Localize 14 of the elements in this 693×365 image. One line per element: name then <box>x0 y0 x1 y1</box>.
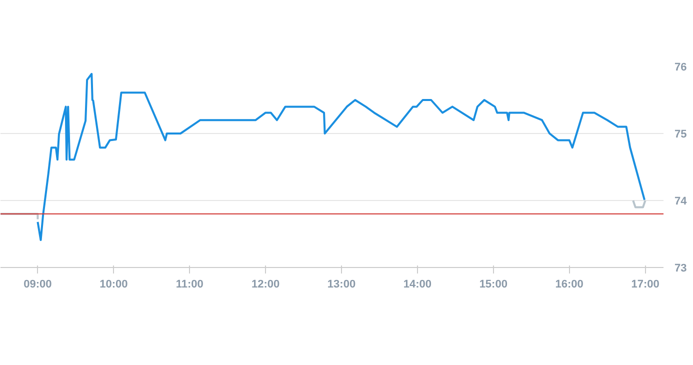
line-series <box>36 72 646 242</box>
y-tick-label: 73 <box>674 262 687 274</box>
x-tick-label: 11:00 <box>176 278 204 290</box>
x-tick-label: 17:00 <box>631 278 660 290</box>
x-tick-label: 10:00 <box>100 278 128 290</box>
x-tick-label: 14:00 <box>403 278 432 290</box>
x-tick-label: 16:00 <box>555 278 584 290</box>
x-tick-label: 15:00 <box>479 278 508 290</box>
x-tick-label: 12:00 <box>251 278 280 290</box>
x-tick-label: 09:00 <box>24 278 52 290</box>
y-tick-label: 74 <box>674 196 688 208</box>
y-tick-label: 76 <box>674 62 687 74</box>
x-tick-label: 13:00 <box>327 278 356 290</box>
y-tick-label: 75 <box>674 128 687 140</box>
